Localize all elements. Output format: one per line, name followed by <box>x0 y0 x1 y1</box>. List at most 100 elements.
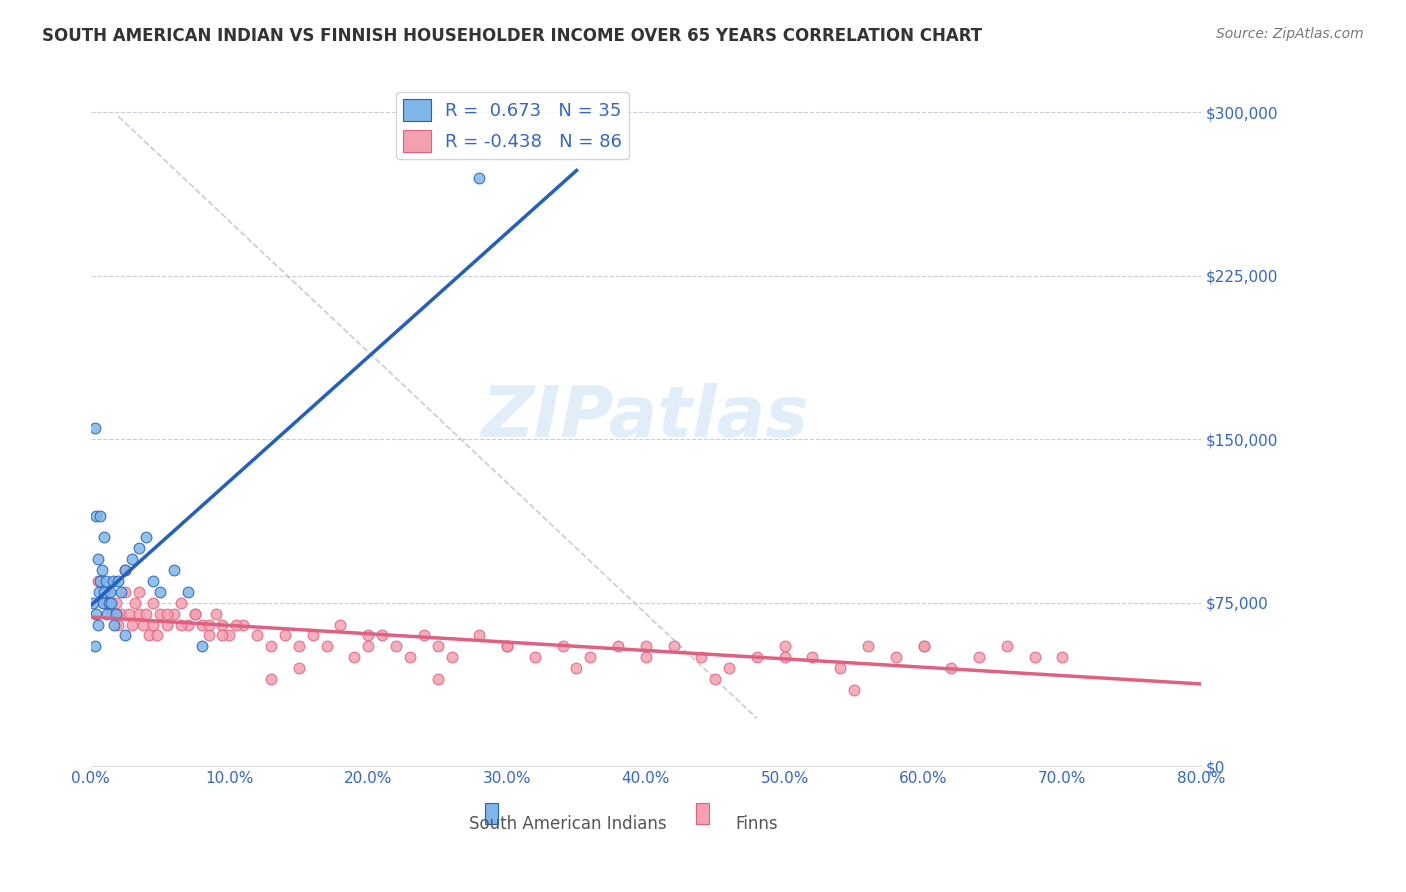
Text: Source: ZipAtlas.com: Source: ZipAtlas.com <box>1216 27 1364 41</box>
Point <box>426 640 449 654</box>
Point <box>995 640 1018 654</box>
Point <box>190 640 212 654</box>
Point <box>690 650 713 665</box>
Point <box>142 617 165 632</box>
Point <box>138 628 160 642</box>
Point <box>856 640 879 654</box>
Point <box>634 650 657 665</box>
Point <box>83 421 105 435</box>
Point <box>100 596 122 610</box>
Point <box>967 650 990 665</box>
Point <box>98 585 121 599</box>
Point <box>91 596 114 610</box>
Point <box>97 596 120 610</box>
Point <box>246 628 269 642</box>
Point <box>121 552 143 566</box>
Point <box>170 596 193 610</box>
Point <box>496 640 519 654</box>
Point <box>523 650 546 665</box>
Point <box>288 661 311 675</box>
Point <box>440 650 463 665</box>
Point <box>86 574 108 588</box>
Point <box>107 574 129 588</box>
Point <box>90 563 112 577</box>
Point <box>773 650 796 665</box>
Point <box>183 607 205 621</box>
Point <box>634 640 657 654</box>
Point <box>163 563 186 577</box>
Point <box>135 607 157 621</box>
Point <box>801 650 824 665</box>
Point <box>84 607 107 621</box>
Bar <box>485 803 498 823</box>
Point <box>86 617 108 632</box>
Point <box>232 617 254 632</box>
Point <box>468 170 491 185</box>
Point <box>830 661 852 675</box>
Point <box>142 574 165 588</box>
Point <box>114 585 136 599</box>
Point <box>1052 650 1074 665</box>
Text: Finns: Finns <box>735 815 779 833</box>
Point <box>197 628 219 642</box>
Bar <box>696 803 709 823</box>
Point <box>110 607 132 621</box>
Point <box>96 607 118 621</box>
Point <box>163 607 186 621</box>
Point <box>110 585 132 599</box>
Point <box>183 607 205 621</box>
Point <box>704 672 727 686</box>
Point <box>93 596 115 610</box>
Point <box>89 574 111 588</box>
Point <box>156 617 179 632</box>
Point <box>101 574 124 588</box>
Point <box>114 628 136 642</box>
Point <box>121 617 143 632</box>
Point <box>842 683 865 698</box>
Point <box>468 628 491 642</box>
Point <box>204 607 226 621</box>
Point <box>84 508 107 523</box>
Point <box>93 585 115 599</box>
Text: ZIPatlas: ZIPatlas <box>482 383 810 452</box>
Point <box>93 530 115 544</box>
Point <box>551 640 574 654</box>
Point <box>103 617 125 632</box>
Point <box>107 617 129 632</box>
Point <box>146 628 169 642</box>
Point <box>128 585 150 599</box>
Point <box>343 650 366 665</box>
Point <box>225 617 247 632</box>
Point <box>114 563 136 577</box>
Point <box>114 563 136 577</box>
Point <box>385 640 408 654</box>
Point <box>87 585 110 599</box>
Point <box>86 552 108 566</box>
Point <box>170 617 193 632</box>
Point <box>118 607 141 621</box>
Point <box>1024 650 1046 665</box>
Point <box>371 628 394 642</box>
Point <box>149 607 172 621</box>
Point <box>496 640 519 654</box>
Point <box>912 640 935 654</box>
Point <box>100 607 122 621</box>
Point <box>884 650 907 665</box>
Point <box>288 640 311 654</box>
Point <box>260 672 283 686</box>
Point <box>211 628 233 642</box>
Point <box>357 640 380 654</box>
Point <box>412 628 434 642</box>
Point <box>399 650 422 665</box>
Point <box>104 596 127 610</box>
Point <box>190 617 212 632</box>
Point <box>94 574 117 588</box>
Point <box>941 661 963 675</box>
Point <box>104 607 127 621</box>
Point <box>565 661 588 675</box>
Point <box>135 530 157 544</box>
Point <box>773 640 796 654</box>
Point <box>607 640 630 654</box>
Point <box>357 628 380 642</box>
Point <box>301 628 323 642</box>
